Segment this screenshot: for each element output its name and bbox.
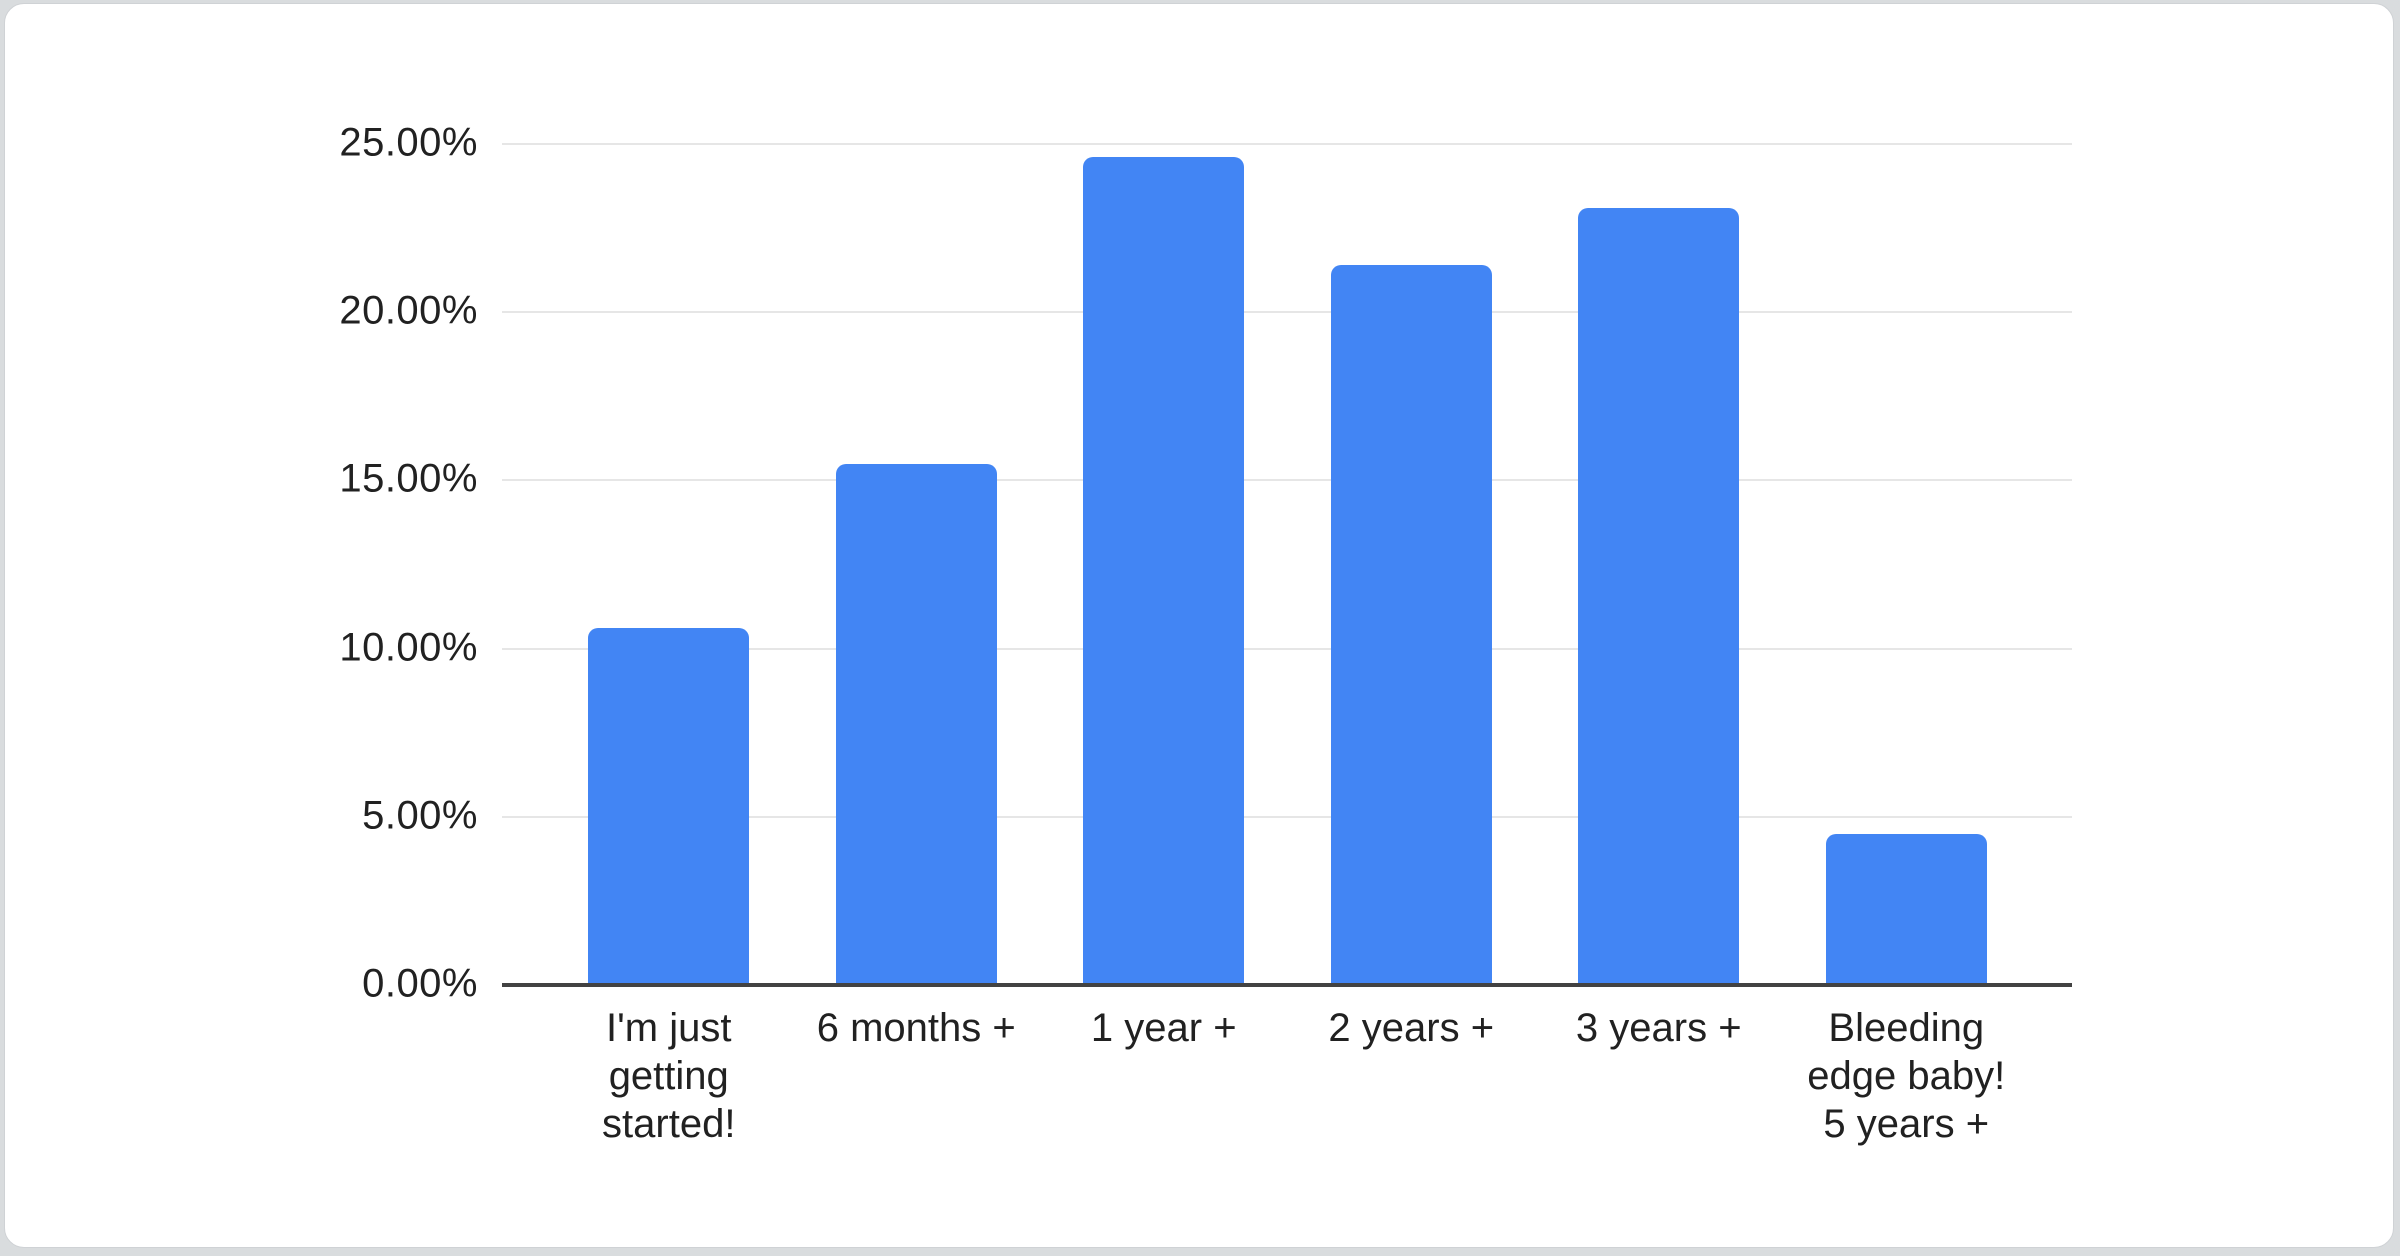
gridline <box>502 479 2072 482</box>
y-tick-label: 25.00% <box>339 120 478 165</box>
bar[interactable] <box>1083 157 1245 985</box>
bar[interactable] <box>1825 833 1987 985</box>
y-tick-label: 15.00% <box>339 456 478 501</box>
bar[interactable] <box>1330 265 1492 985</box>
x-tick-label: 3 years + <box>1575 1006 1742 1050</box>
bar-slot <box>1040 144 1288 985</box>
bar[interactable] <box>835 463 997 985</box>
bar[interactable] <box>588 628 750 985</box>
x-axis-labels: I'm just getting started! 6 months + 1 yea… <box>545 1004 2030 1148</box>
y-tick-label: 20.00% <box>339 288 478 333</box>
gridline <box>502 815 2072 818</box>
gridline <box>502 143 2072 145</box>
x-tick-label: 2 years + <box>1328 1006 1495 1050</box>
y-tick-label: 10.00% <box>339 625 478 670</box>
bar-slot <box>545 144 793 985</box>
bar-slot <box>1783 144 2031 985</box>
gridline <box>502 647 2072 650</box>
bar-slot <box>793 144 1041 985</box>
bar-chart: 25.00% 20.00% 15.00% 10.00% 5.00% 0.00% I'm j… <box>5 4 2393 1247</box>
bar-slot <box>1535 144 1783 985</box>
gridline <box>502 311 2072 314</box>
bar-slot <box>1288 144 1536 985</box>
x-axis-line <box>502 983 2072 987</box>
x-tick-label: I'm just getting started! <box>602 1006 736 1146</box>
chart-card: 25.00% 20.00% 15.00% 10.00% 5.00% 0.00% I'm j… <box>4 3 2394 1248</box>
bars-area <box>545 144 2030 985</box>
x-tick-label: 1 year + <box>1090 1006 1237 1050</box>
bar[interactable] <box>1578 207 1740 985</box>
x-tick-label: Bleeding edge baby! 5 years + <box>1807 1006 2006 1146</box>
x-tick-label: 6 months + <box>816 1006 1016 1050</box>
y-tick-label: 0.00% <box>362 961 478 1006</box>
y-tick-label: 5.00% <box>362 793 478 838</box>
